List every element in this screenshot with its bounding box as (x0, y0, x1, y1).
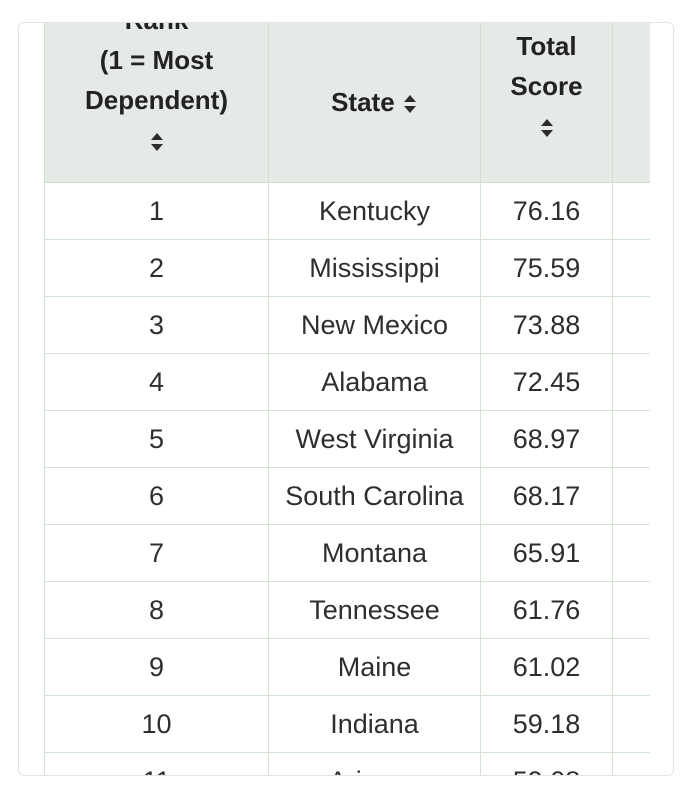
header-row: Rank (1 = Most Dependent) State Total (44, 23, 650, 183)
state-cell: Maine (268, 638, 481, 696)
rank-cell: 5 (44, 410, 269, 468)
table-row: 6 South Carolina 68.17 (44, 467, 650, 525)
table-row: 8 Tennessee 61.76 (44, 581, 650, 639)
table-row: 1 Kentucky 76.16 (44, 182, 650, 240)
state-column-header[interactable]: State (268, 23, 481, 183)
score-cell: 68.97 (480, 410, 613, 468)
score-cell: 59.08 (480, 752, 613, 775)
table-card: Rank (1 = Most Dependent) State Total (18, 22, 674, 776)
rank-cell: 4 (44, 353, 269, 411)
table-row: 7 Montana 65.91 (44, 524, 650, 582)
sort-arrows-icon[interactable] (539, 117, 555, 139)
table-row: 11Arizona59.08 (44, 752, 650, 775)
sort-arrows-icon[interactable] (149, 131, 165, 153)
state-header-label: State (331, 87, 395, 117)
score-cell: 65.91 (480, 524, 613, 582)
score-cell: 59.18 (480, 695, 613, 753)
table-row: 4 Alabama 72.45 (44, 353, 650, 411)
state-cell: West Virginia (268, 410, 481, 468)
extra-cell (612, 182, 650, 240)
table-body: 1 Kentucky 76.16 2 Mississippi 75.59 3 New Mexi… (44, 182, 650, 775)
state-cell: Indiana (268, 695, 481, 753)
score-cell: 73.88 (480, 296, 613, 354)
score-cell: 72.45 (480, 353, 613, 411)
state-cell: New Mexico (268, 296, 481, 354)
state-cell: Alabama (268, 353, 481, 411)
score-cell: 61.02 (480, 638, 613, 696)
extra-cell (612, 410, 650, 468)
extra-cell (612, 581, 650, 639)
state-cell: South Carolina (268, 467, 481, 525)
extra-cell (612, 467, 650, 525)
rank-header-line1: Rank (45, 23, 268, 40)
rank-cell: 7 (44, 524, 269, 582)
table-scroll-area[interactable]: Rank (1 = Most Dependent) State Total (44, 23, 650, 775)
extra-column-header (612, 23, 650, 183)
table-row: 9 Maine 61.02 (44, 638, 650, 696)
extra-cell (612, 638, 650, 696)
sort-arrows-icon[interactable] (402, 93, 418, 115)
extra-cell (612, 239, 650, 297)
table-row: 5 West Virginia 68.97 (44, 410, 650, 468)
table-row: 3 New Mexico 73.88 (44, 296, 650, 354)
rank-cell: 6 (44, 467, 269, 525)
score-cell: 68.17 (480, 467, 613, 525)
extra-cell (612, 524, 650, 582)
rank-cell: 8 (44, 581, 269, 639)
score-header-line1: Total (516, 31, 577, 61)
rank-cell: 2 (44, 239, 269, 297)
rank-cell: 3 (44, 296, 269, 354)
state-cell: Mississippi (268, 239, 481, 297)
table-row: 10 Indiana 59.18 (44, 695, 650, 753)
score-column-header[interactable]: Total Score (480, 23, 613, 183)
table-row: 2 Mississippi 75.59 (44, 239, 650, 297)
state-cell: Montana (268, 524, 481, 582)
state-cell: Tennessee (268, 581, 481, 639)
extra-cell (612, 353, 650, 411)
score-cell: 75.59 (480, 239, 613, 297)
rank-cell: 11 (44, 752, 269, 775)
extra-cell (612, 752, 650, 775)
extra-cell (612, 695, 650, 753)
rank-header-line3: Dependent) (85, 85, 228, 115)
score-header-line2: Score (510, 71, 583, 101)
extra-cell (612, 296, 650, 354)
rank-cell: 10 (44, 695, 269, 753)
ranking-table: Rank (1 = Most Dependent) State Total (44, 23, 650, 775)
rank-column-header[interactable]: Rank (1 = Most Dependent) (44, 23, 269, 183)
state-cell: Kentucky (268, 182, 481, 240)
rank-cell: 9 (44, 638, 269, 696)
rank-cell: 1 (44, 182, 269, 240)
score-cell: 61.76 (480, 581, 613, 639)
state-cell: Arizona (268, 752, 481, 775)
score-cell: 76.16 (480, 182, 613, 240)
rank-header-line2: (1 = Most (99, 45, 214, 75)
